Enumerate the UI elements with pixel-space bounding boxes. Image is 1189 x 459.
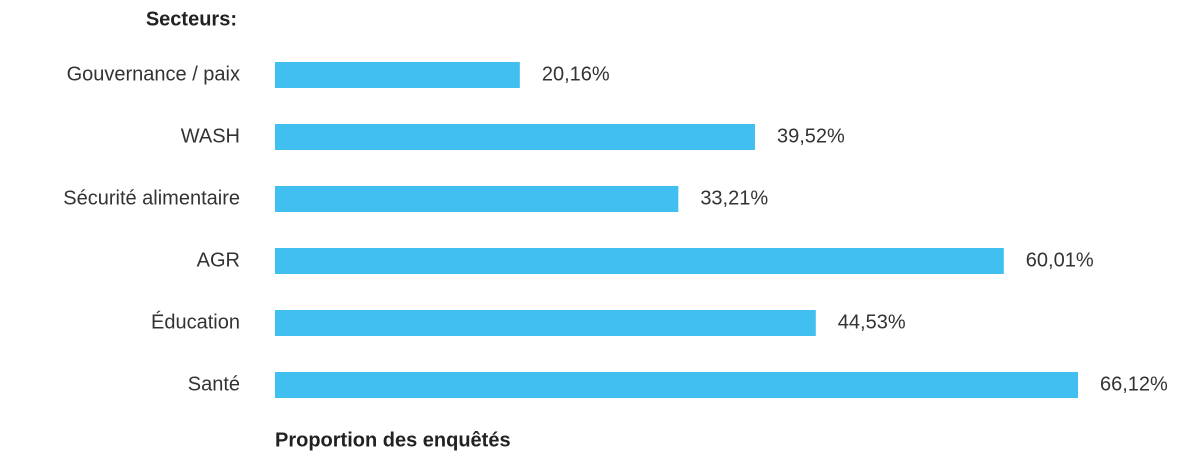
y-tick-label: Gouvernance / paix — [67, 63, 240, 85]
y-axis-label: Secteurs: — [146, 8, 237, 30]
bar — [275, 62, 520, 88]
y-tick-label: WASH — [181, 125, 240, 147]
bar — [275, 186, 679, 212]
y-tick-label: Sécurité alimentaire — [63, 187, 240, 209]
bar — [275, 372, 1078, 398]
y-tick-label: Santé — [188, 373, 240, 395]
data-label: 60,01% — [1026, 249, 1094, 271]
y-tick-label: AGR — [197, 249, 240, 271]
data-label: 66,12% — [1100, 373, 1168, 395]
data-label: 44,53% — [838, 311, 906, 333]
data-label: 20,16% — [542, 63, 610, 85]
data-label: 39,52% — [777, 125, 845, 147]
data-label: 33,21% — [700, 187, 768, 209]
bar — [275, 248, 1004, 274]
y-tick-label: Éducation — [151, 310, 240, 333]
x-axis-label: Proportion des enquêtés — [275, 429, 511, 451]
bar — [275, 310, 816, 336]
bar — [275, 124, 755, 150]
